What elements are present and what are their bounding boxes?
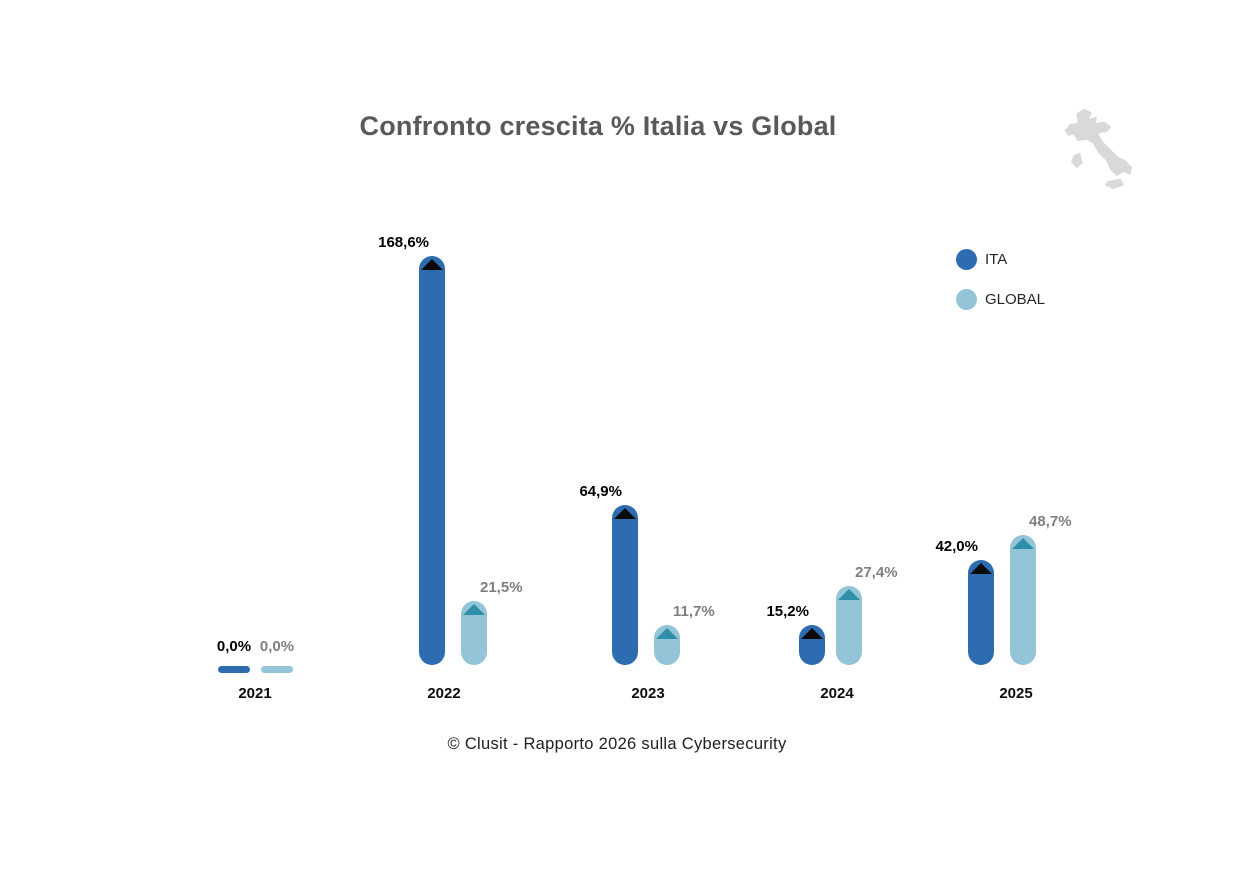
value-label-ita-2025: 42,0% — [935, 538, 978, 555]
bar-cap-triangle-icon — [614, 508, 636, 519]
bar-global-2022 — [461, 601, 487, 665]
legend-item-ita: ITA — [956, 248, 1045, 270]
bar-cap-triangle-icon — [970, 563, 992, 574]
legend-swatch-ita — [956, 248, 977, 270]
legend: ITA GLOBAL — [956, 248, 1045, 328]
year-label-2024: 2024 — [820, 685, 854, 702]
legend-item-global: GLOBAL — [956, 288, 1045, 310]
bar-ita-2023 — [612, 505, 638, 665]
value-label-ita-2024: 15,2% — [766, 603, 809, 620]
value-label-ita-2022: 168,6% — [378, 234, 429, 251]
value-label-global-2025: 48,7% — [1029, 513, 1072, 530]
bar-cap-triangle-icon — [801, 628, 823, 639]
value-label-global-2022: 21,5% — [480, 579, 523, 596]
italy-map-icon — [1064, 108, 1133, 190]
legend-label-global: GLOBAL — [985, 290, 1046, 308]
year-label-2022: 2022 — [427, 685, 461, 702]
bar-global-2024 — [836, 586, 862, 665]
legend-swatch-global — [956, 288, 977, 310]
year-label-2021: 2021 — [238, 685, 272, 702]
bar-ita-2025 — [968, 560, 994, 665]
bar-cap-triangle-icon — [1012, 538, 1034, 549]
bar-ita-2024 — [799, 625, 825, 665]
chart-title: Confronto crescita % Italia vs Global — [359, 111, 837, 141]
value-label-ita-2023: 64,9% — [579, 483, 622, 500]
bar-global-2021 — [261, 666, 293, 673]
value-label-global-2021: 0,0% — [259, 638, 295, 655]
year-label-2023: 2023 — [631, 685, 665, 702]
value-label-ita-2021: 0,0% — [216, 638, 252, 655]
bar-global-2025 — [1010, 535, 1036, 665]
bar-ita-2021 — [218, 666, 250, 673]
legend-label-ita: ITA — [985, 250, 1008, 268]
copyright-note: © Clusit - Rapporto 2026 sulla Cybersecu… — [447, 735, 787, 753]
bar-cap-triangle-icon — [656, 628, 678, 639]
bar-global-2023 — [654, 625, 680, 665]
bar-cap-triangle-icon — [421, 259, 443, 270]
bar-cap-triangle-icon — [838, 589, 860, 600]
bar-cap-triangle-icon — [463, 604, 485, 615]
value-label-global-2023: 11,7% — [673, 603, 715, 620]
value-label-global-2024: 27,4% — [855, 564, 898, 581]
year-label-2025: 2025 — [999, 685, 1033, 702]
bar-ita-2022 — [419, 256, 445, 665]
